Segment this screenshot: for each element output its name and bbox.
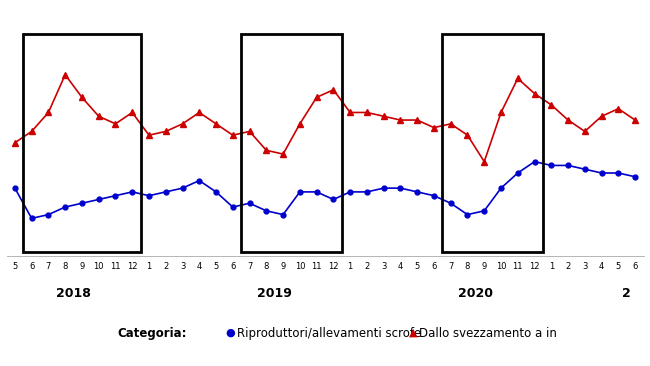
Text: 2018: 2018 xyxy=(56,287,91,300)
Bar xyxy=(241,34,342,252)
Bar xyxy=(443,34,543,252)
Text: 2019: 2019 xyxy=(257,287,292,300)
Text: Riproduttori/allevamenti scrofe: Riproduttori/allevamenti scrofe xyxy=(237,326,421,340)
Text: 2020: 2020 xyxy=(458,287,493,300)
Bar xyxy=(23,34,140,252)
Text: ●: ● xyxy=(226,328,235,338)
Text: Categoria:: Categoria: xyxy=(117,326,187,340)
Text: 2: 2 xyxy=(622,287,631,300)
Text: ▲: ▲ xyxy=(408,328,417,338)
Text: Dallo svezzamento a in: Dallo svezzamento a in xyxy=(419,326,557,340)
